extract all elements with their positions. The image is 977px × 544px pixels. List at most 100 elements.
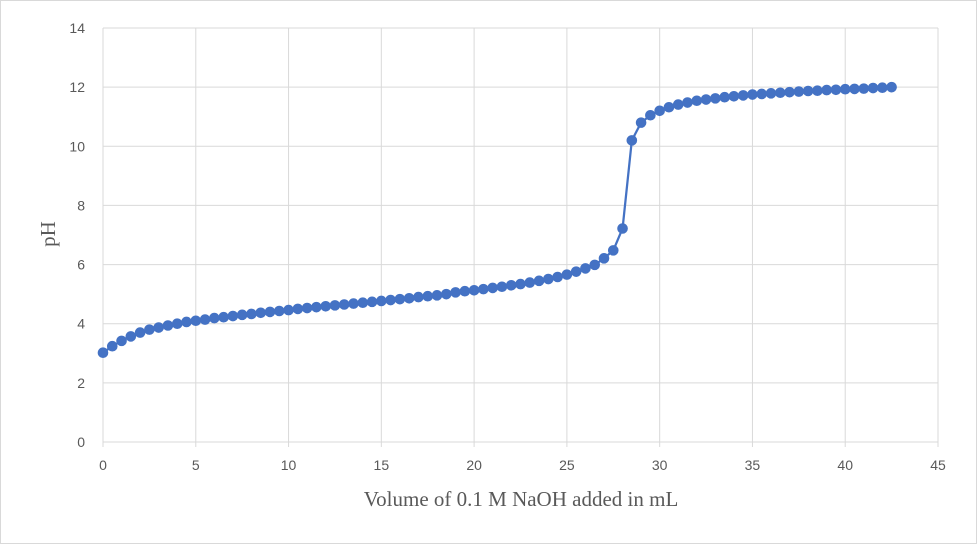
data-point — [728, 91, 740, 102]
data-point — [385, 294, 396, 306]
data-point — [839, 83, 851, 95]
data-point — [524, 277, 536, 288]
axes — [102, 28, 939, 447]
data-point — [431, 290, 443, 301]
x-tick-label: 0 — [99, 457, 107, 473]
data-point — [543, 273, 554, 285]
data-point — [607, 245, 619, 256]
data-point — [311, 301, 322, 313]
data-point — [450, 287, 461, 298]
y-tick-label: 4 — [77, 316, 85, 332]
data-point — [376, 295, 387, 307]
data-point — [533, 275, 545, 287]
data-point — [682, 97, 693, 108]
data-point — [181, 316, 192, 328]
data-point — [348, 298, 359, 309]
x-axis-title: Volume of 0.1 M NaOH added in mL — [364, 487, 679, 511]
data-point — [700, 94, 712, 105]
data-point — [552, 271, 563, 283]
data-point — [737, 90, 749, 101]
data-point — [209, 312, 220, 324]
x-tick-label: 15 — [374, 457, 390, 473]
x-tick-label: 40 — [837, 457, 853, 473]
data-point — [654, 105, 665, 117]
data-point — [403, 292, 415, 304]
y-tick-label: 6 — [77, 257, 85, 273]
data-point — [283, 304, 294, 316]
data-point — [580, 263, 591, 274]
y-axis-title: pH — [36, 221, 60, 247]
data-point — [153, 322, 164, 333]
x-tick-label: 5 — [192, 457, 200, 473]
data-point — [672, 99, 684, 110]
data-point — [496, 281, 508, 293]
data-point — [765, 88, 777, 99]
data-point — [821, 84, 832, 96]
data-point — [774, 87, 786, 99]
data-point — [162, 320, 174, 331]
data-point — [487, 282, 498, 294]
data-point — [663, 101, 675, 113]
data-point — [338, 299, 350, 310]
data-point — [710, 93, 721, 104]
data-point — [357, 297, 369, 309]
data-point — [849, 83, 860, 95]
data-point — [756, 88, 768, 100]
data-point — [440, 288, 452, 300]
data-point — [422, 290, 434, 302]
data-point — [793, 86, 805, 97]
data-point — [236, 309, 248, 321]
data-point — [645, 109, 656, 121]
data-point — [134, 327, 146, 338]
y-tick-label: 0 — [77, 434, 85, 450]
data-point — [144, 324, 155, 335]
tick-labels: 0 2 4 6 8 10 12 14 0 5 10 15 20 25 30 35 40 45 — [69, 20, 946, 473]
data-point — [515, 278, 526, 290]
x-tick-label: 20 — [466, 457, 482, 473]
data-point — [626, 135, 638, 146]
data-point — [116, 335, 127, 347]
data-point — [617, 223, 628, 234]
y-tick-label: 8 — [77, 197, 85, 213]
y-tick-label: 12 — [69, 79, 85, 95]
data-point — [561, 269, 573, 280]
data-point — [505, 279, 517, 291]
data-point — [570, 266, 582, 277]
x-tick-label: 10 — [281, 457, 297, 473]
data-point — [812, 85, 823, 96]
data-point — [227, 310, 239, 322]
data-point — [106, 340, 118, 352]
data-point — [802, 85, 814, 97]
data-point — [635, 117, 647, 128]
data-point — [366, 296, 378, 308]
data-point — [830, 84, 842, 96]
data-point — [264, 306, 276, 318]
data-point — [125, 331, 137, 342]
data-point — [273, 305, 285, 317]
data-point — [190, 315, 202, 327]
data-point — [97, 347, 109, 358]
series-ph-curve — [97, 81, 897, 358]
data-point — [246, 308, 257, 320]
x-tick-label: 45 — [930, 457, 946, 473]
data-point — [199, 314, 211, 325]
data-point — [784, 86, 795, 98]
data-point — [858, 83, 870, 94]
data-point — [320, 300, 331, 312]
x-tick-label: 35 — [745, 457, 761, 473]
data-point — [691, 95, 703, 107]
x-tick-label: 25 — [559, 457, 575, 473]
data-point — [877, 82, 888, 94]
data-point — [218, 311, 229, 323]
data-point — [719, 91, 730, 103]
data-point — [867, 82, 879, 94]
data-point — [255, 307, 267, 319]
data-point — [459, 285, 471, 297]
data-point — [394, 293, 406, 305]
data-point — [598, 253, 610, 264]
y-tick-label: 14 — [69, 20, 85, 36]
data-point — [747, 89, 758, 100]
y-tick-label: 10 — [69, 138, 85, 154]
data-point — [171, 318, 183, 330]
